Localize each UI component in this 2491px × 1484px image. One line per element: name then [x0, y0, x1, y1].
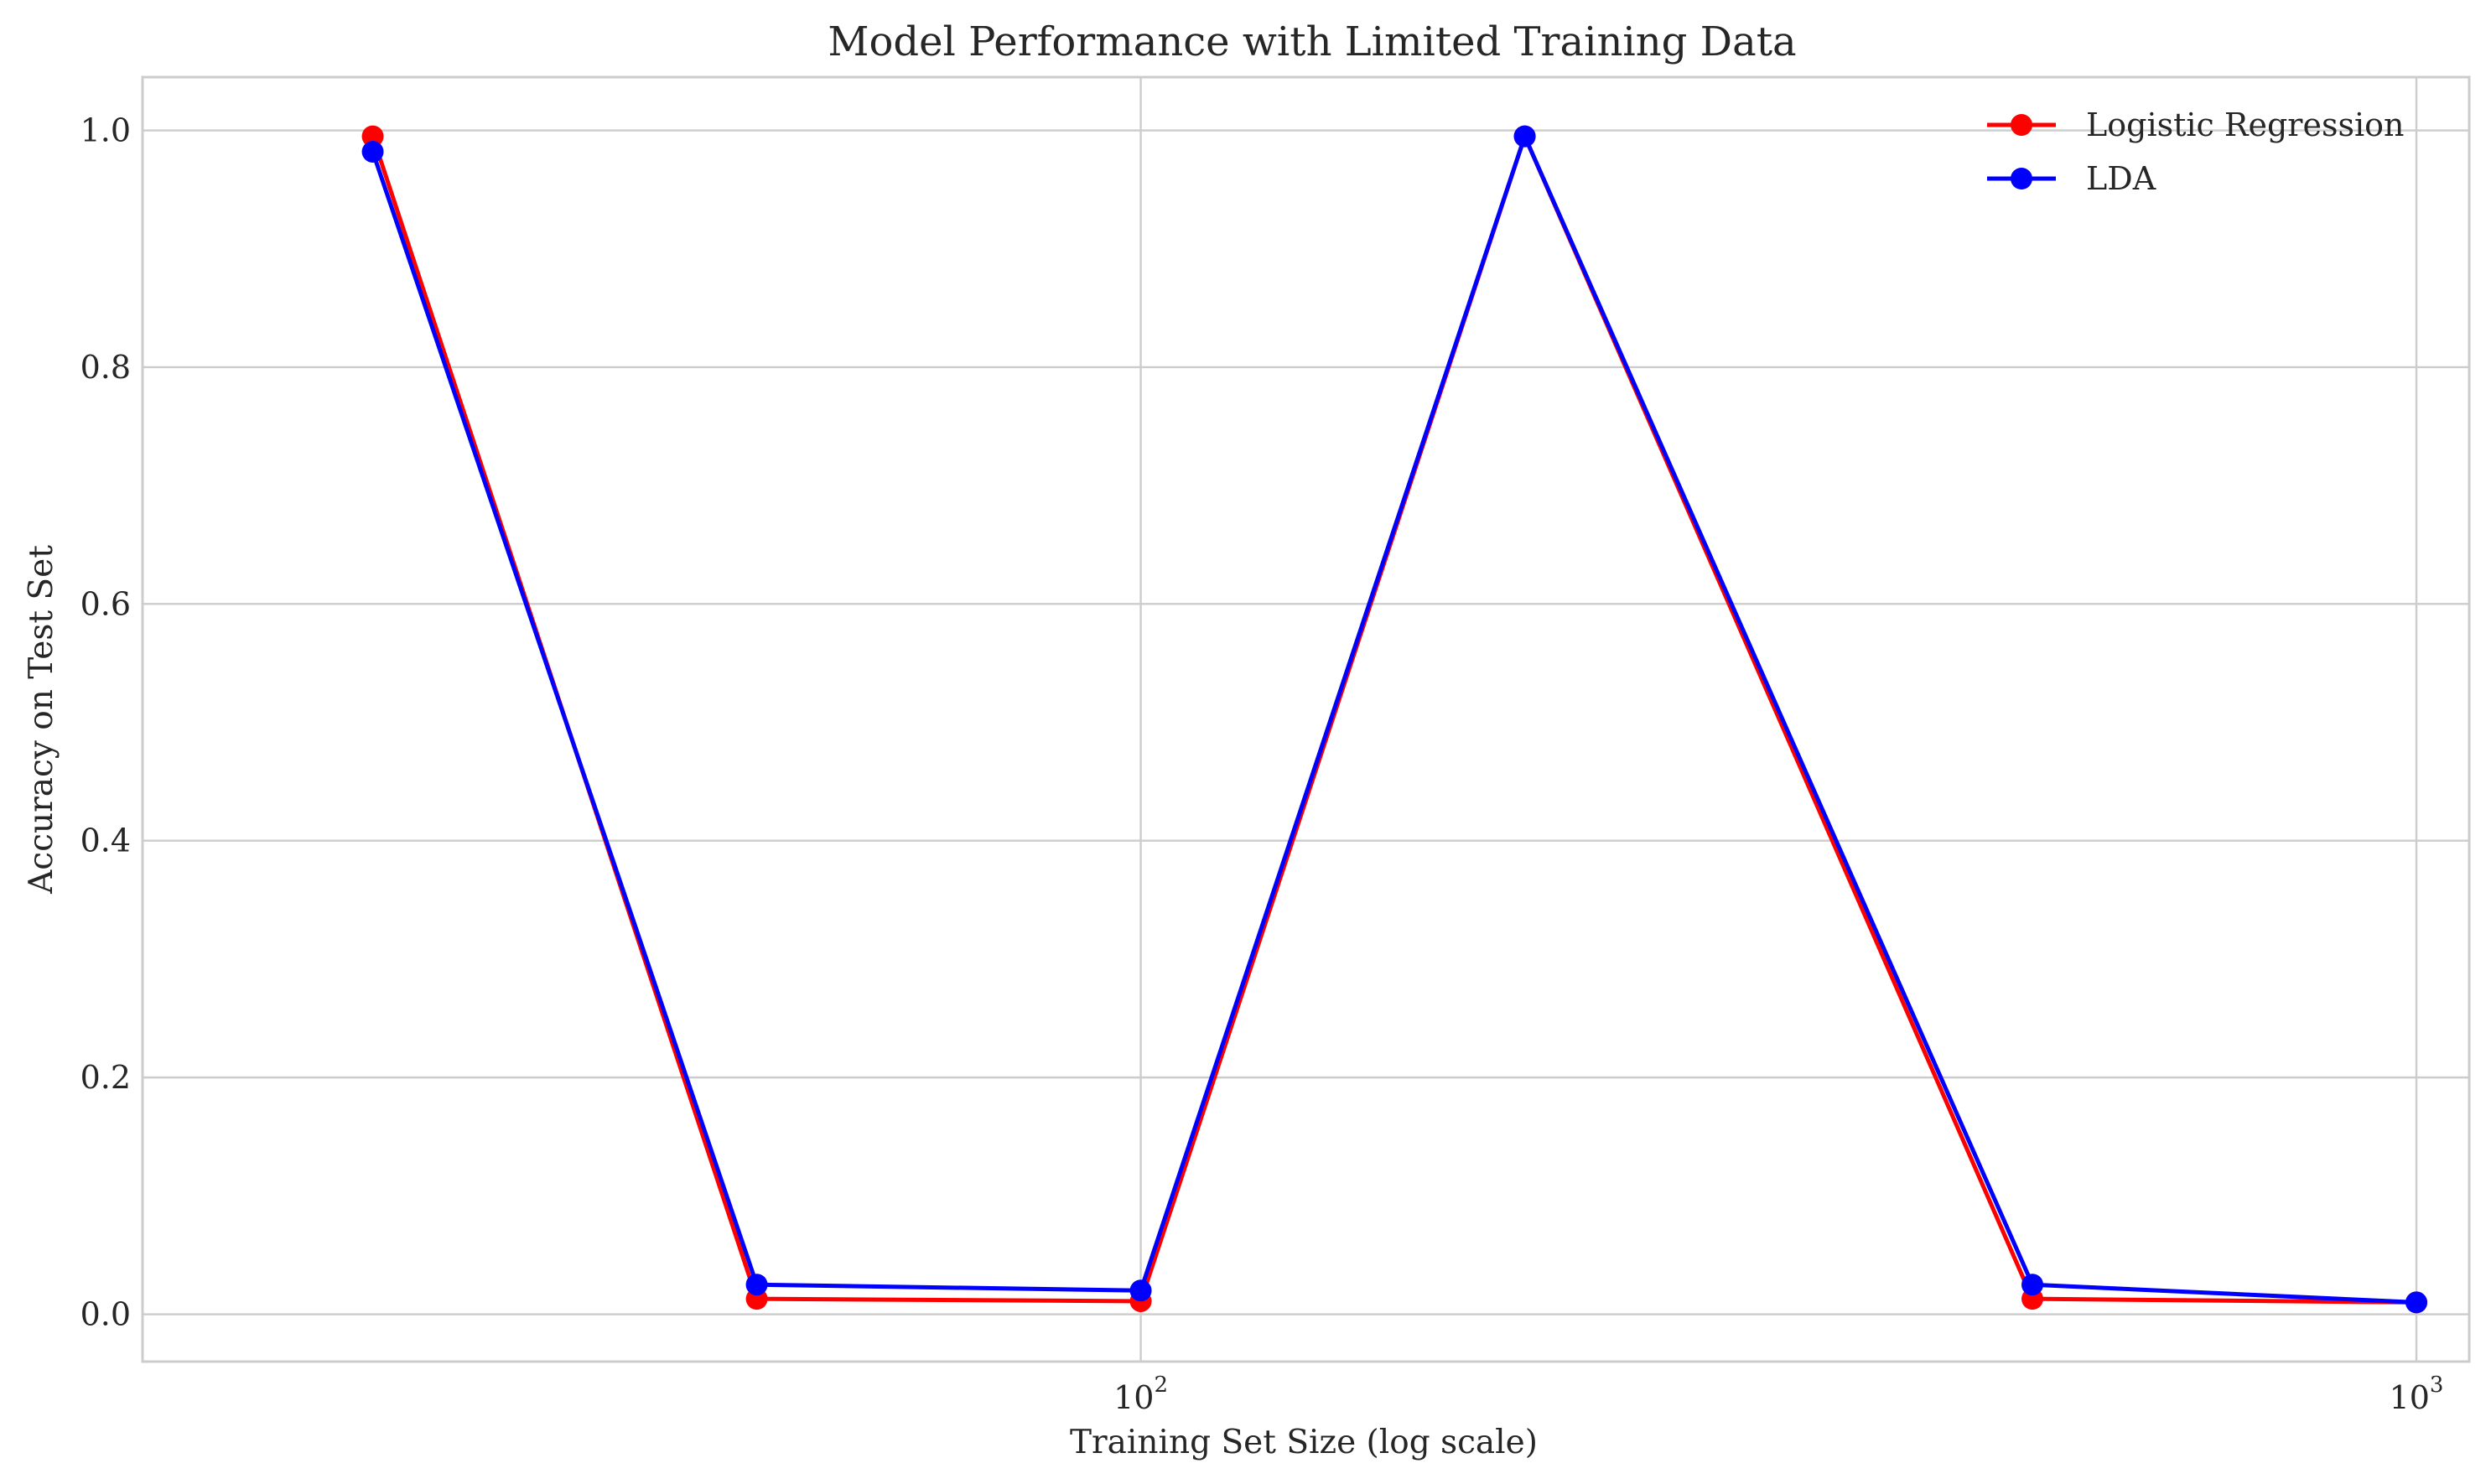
data-point-logistic-regression [361, 125, 384, 148]
legend-label-lda: LDA [2086, 160, 2156, 197]
y-tick-label: 0.4 [80, 822, 131, 859]
x-tick-base: 10 [1113, 1379, 1154, 1416]
grid-lines [143, 77, 2469, 1362]
data-point-lda [745, 1274, 768, 1296]
x-tick-base: 10 [2390, 1379, 2430, 1416]
series-layer [361, 125, 2428, 1314]
legend: Logistic Regression LDA [1987, 106, 2404, 197]
legend-marker-lda [2011, 168, 2032, 189]
chart-title: Model Performance with Limited Training … [828, 18, 1796, 65]
data-point-lda [2021, 1274, 2044, 1296]
y-tick-label: 0.2 [80, 1059, 131, 1096]
x-tick-exponent: 3 [2430, 1372, 2444, 1398]
series-line-lda [371, 134, 2417, 1305]
y-tick-label: 1.0 [80, 112, 131, 149]
y-tick-label: 0.0 [80, 1296, 131, 1333]
data-point-lda [1513, 125, 1536, 148]
legend-marker-logistic-regression [2011, 114, 2032, 136]
legend-label-logistic-regression: Logistic Regression [2086, 106, 2404, 143]
x-tick-label: 103 [2390, 1372, 2444, 1416]
data-point-lda [361, 140, 384, 163]
y-tick-label: 0.6 [80, 585, 131, 622]
data-point-lda [1129, 1279, 1152, 1302]
y-axis-label: Accuracy on Test Set [23, 545, 60, 895]
plot-frame [141, 75, 2471, 1363]
y-tick-label: 0.8 [80, 349, 131, 386]
x-tick-label: 102 [1113, 1372, 1168, 1416]
x-axis-label: Training Set Size (log scale) [1070, 1424, 1538, 1461]
x-tick-exponent: 2 [1154, 1372, 1168, 1398]
data-point-lda [2405, 1291, 2428, 1314]
